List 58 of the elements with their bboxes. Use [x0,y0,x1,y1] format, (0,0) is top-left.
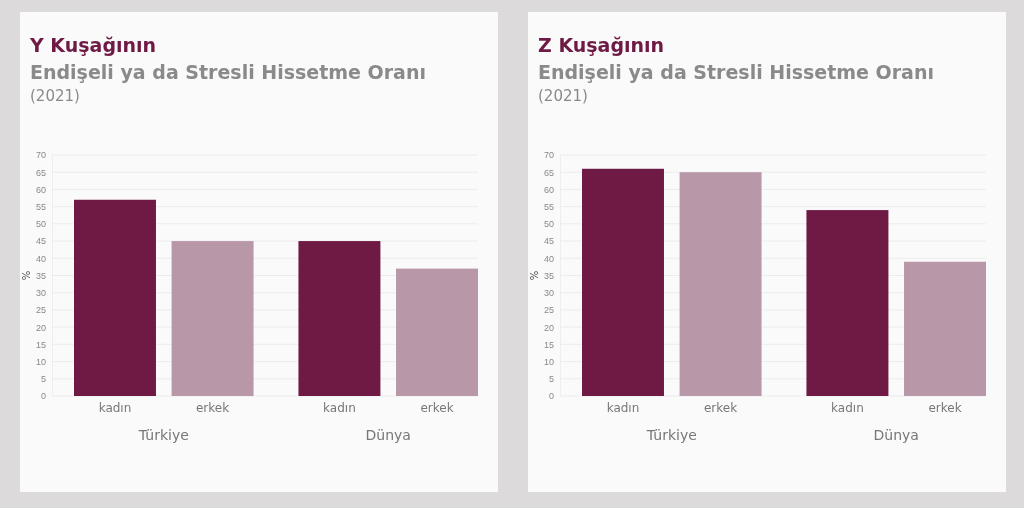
y-tick-label: 60 [543,184,554,195]
y-tick-label: 25 [543,305,554,316]
y-tick-label: 55 [35,202,46,213]
series-label: kadın [606,401,640,415]
text: erkek [928,401,962,415]
text: kadın [831,401,864,415]
bar [679,172,762,396]
bar [298,241,381,396]
y-tick-label: 0 [548,391,554,402]
y-axis-title: % [21,270,32,281]
bar [171,241,254,396]
x-tick-label: Türkiye [645,427,697,443]
y-tick-label: 65 [543,167,554,178]
y-tick-label: 30 [35,288,46,299]
y-tick-label: 10 [35,356,46,367]
y-tick-label: 50 [35,219,46,230]
y-tick-label: 50 [543,219,554,230]
y-tick-label: 45 [35,236,46,247]
y-tick-label: 5 [40,374,46,385]
y-tick-label: 20 [543,322,554,333]
y-tick-label: 70 [35,150,46,161]
y-tick-label: 40 [35,253,46,264]
y-tick-label: 20 [35,322,46,333]
bar [74,199,156,396]
y-tick-label: 5 [548,374,554,385]
x-tick-label: Dünya [365,427,411,443]
y-axis-title: % [529,270,540,281]
series-label: erkek [703,401,738,415]
bar [806,210,889,396]
y-tick-label: 55 [543,202,554,213]
series-label: kadın [98,401,132,415]
y-tick-label: 15 [543,339,554,350]
x-tick-label: Dünya [873,427,919,443]
text: (2021) [538,87,588,105]
y-tick-label: 0 [40,391,46,402]
y-tick-label: 65 [35,167,46,178]
y-tick-label: 70 [543,150,554,161]
y-tick-label: 35 [35,270,46,281]
y-tick-label: 45 [543,236,554,247]
text: (2021) [30,87,80,105]
y-tick-label: 35 [543,270,554,281]
y-tick-label: 25 [35,305,46,316]
bar [396,268,478,396]
y-tick-label: 10 [543,356,554,367]
chart-title: Y Kuşağının [29,34,157,56]
bar [582,168,664,396]
chart-subtitle: Endişeli ya da Stresli Hissetme Oranı [538,61,934,83]
text: erkek [420,401,454,415]
y-tick-label: 15 [35,339,46,350]
chart-title: Z Kuşağının [538,34,665,56]
series-label: erkek [195,401,230,415]
y-tick-label: 60 [35,184,46,195]
bar [904,261,986,396]
y-tick-label: 30 [543,288,554,299]
x-tick-label: Türkiye [137,427,189,443]
chart-subtitle: Endişeli ya da Stresli Hissetme Oranı [30,61,426,83]
text: kadın [323,401,356,415]
y-tick-label: 40 [543,253,554,264]
